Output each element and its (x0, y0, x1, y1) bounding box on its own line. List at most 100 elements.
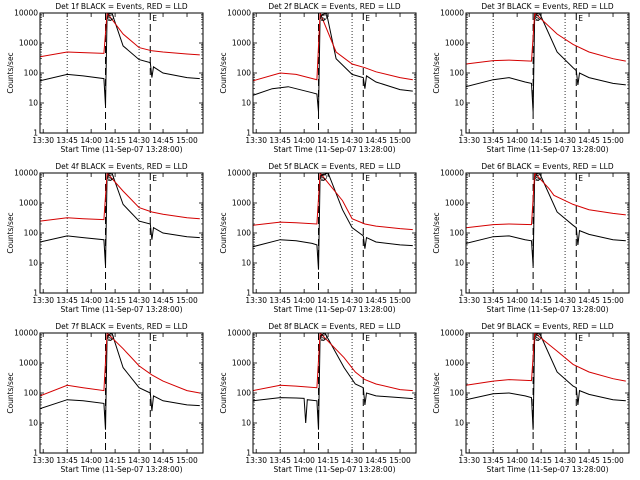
y-tick-label: 10 (241, 259, 251, 268)
start-marker-label: S (535, 174, 540, 183)
start-marker-label: S (535, 334, 540, 343)
x-tick-label: 14:45 (578, 456, 600, 465)
events-series-line (40, 173, 200, 266)
x-tick-label: 13:45 (269, 296, 291, 305)
x-tick-label: 14:15 (104, 456, 126, 465)
end-marker-label: E (365, 14, 370, 23)
y-tick-label: 10000 (227, 329, 251, 338)
y-tick-label: 10000 (14, 9, 38, 18)
x-tick-label: 13:45 (269, 456, 291, 465)
y-tick-label: 100 (24, 69, 39, 78)
x-tick-label: 13:30 (245, 456, 267, 465)
x-tick-label: 14:15 (317, 296, 339, 305)
x-tick-label: 14:00 (506, 296, 528, 305)
start-marker-circle (107, 173, 114, 181)
y-tick-label: 1000 (19, 39, 38, 48)
end-marker-label: E (365, 334, 370, 343)
y-tick-label: 100 (24, 229, 39, 238)
panel-title: Det 3f BLACK = Events, RED = LLD (481, 2, 614, 11)
x-tick-label: 14:00 (506, 136, 528, 145)
start-marker-label: S (321, 14, 326, 23)
x-tick-label: 15:00 (602, 456, 624, 465)
events-series-line (466, 173, 626, 266)
y-tick-label: 1 (33, 289, 38, 298)
x-tick-label: 14:15 (530, 296, 552, 305)
start-marker-circle (320, 173, 327, 181)
x-tick-label: 14:30 (128, 296, 150, 305)
y-tick-label: 1 (246, 129, 251, 138)
start-marker-circle (320, 333, 327, 341)
x-tick-label: 14:30 (341, 296, 363, 305)
x-tick-label: 14:15 (530, 456, 552, 465)
x-tick-label: 13:30 (458, 136, 480, 145)
y-tick-label: 1000 (19, 199, 38, 208)
y-tick-label: 10 (454, 99, 464, 108)
x-tick-label: 15:00 (389, 456, 411, 465)
x-tick-label: 14:15 (104, 136, 126, 145)
lld-series-line (253, 333, 413, 392)
x-tick-label: 14:30 (128, 456, 150, 465)
y-tick-label: 1 (33, 129, 38, 138)
y-tick-label: 1000 (445, 199, 464, 208)
y-tick-label: 100 (237, 389, 252, 398)
events-series-line (253, 13, 413, 113)
y-tick-label: 10 (241, 99, 251, 108)
start-marker-label: S (108, 334, 113, 343)
lld-series-line (466, 173, 626, 229)
plot-frame (39, 332, 204, 454)
events-series-line (466, 333, 626, 430)
x-axis-label: Start Time (11-Sep-07 13:28:00) (61, 465, 183, 474)
events-series-line (40, 13, 200, 106)
x-axis-label: Start Time (11-Sep-07 13:28:00) (274, 465, 396, 474)
y-tick-label: 1000 (19, 359, 38, 368)
end-marker-label: E (578, 174, 583, 183)
y-tick-label: 1000 (232, 39, 251, 48)
y-tick-label: 1 (246, 289, 251, 298)
y-tick-label: 100 (450, 389, 465, 398)
events-series-line (253, 173, 413, 270)
y-axis-label: Counts/sec (6, 372, 15, 413)
y-tick-label: 10 (454, 259, 464, 268)
x-tick-label: 15:00 (602, 296, 624, 305)
panel-det-2: Det 2f BLACK = Events, RED = LLD 1 10 100 10… (219, 2, 417, 154)
x-tick-label: 13:45 (56, 136, 78, 145)
start-marker-circle (107, 13, 114, 21)
panel-det-5: Det 5f BLACK = Events, RED = LLD 1 10 100 10… (219, 162, 417, 314)
events-series-line (253, 333, 413, 430)
y-tick-label: 10 (28, 99, 38, 108)
y-tick-label: 100 (24, 389, 39, 398)
x-tick-label: 14:45 (365, 296, 387, 305)
x-tick-label: 13:45 (482, 136, 504, 145)
lld-series-line (40, 13, 200, 58)
y-tick-label: 10000 (440, 9, 464, 18)
panel-det-9: Det 9f BLACK = Events, RED = LLD 1 10 100 10… (432, 322, 630, 474)
x-tick-label: 14:30 (554, 456, 576, 465)
x-tick-label: 13:45 (482, 456, 504, 465)
end-marker-label: E (365, 174, 370, 183)
x-tick-label: 14:30 (554, 296, 576, 305)
x-axis-label: Start Time (11-Sep-07 13:28:00) (487, 145, 609, 154)
panel-title: Det 1f BLACK = Events, RED = LLD (55, 2, 188, 11)
start-marker-label: S (108, 174, 113, 183)
start-marker-circle (534, 173, 542, 181)
x-tick-label: 13:45 (482, 296, 504, 305)
y-tick-label: 10000 (227, 169, 251, 178)
panel-det-8: Det 8f BLACK = Events, RED = LLD 1 10 100 10… (219, 322, 417, 474)
y-tick-label: 100 (450, 69, 465, 78)
y-tick-label: 1000 (232, 359, 251, 368)
x-tick-label: 14:00 (293, 296, 315, 305)
x-tick-label: 14:45 (365, 136, 387, 145)
y-axis-label: Counts/sec (219, 372, 228, 413)
x-axis-label: Start Time (11-Sep-07 13:28:00) (274, 305, 396, 314)
y-tick-label: 10 (28, 419, 38, 428)
x-tick-label: 14:00 (80, 456, 102, 465)
lld-series-line (40, 173, 200, 222)
x-tick-label: 13:30 (32, 456, 54, 465)
x-tick-label: 14:00 (293, 456, 315, 465)
x-tick-label: 15:00 (176, 136, 198, 145)
x-tick-label: 15:00 (389, 136, 411, 145)
x-tick-label: 14:00 (80, 136, 102, 145)
x-tick-label: 13:30 (32, 136, 54, 145)
x-tick-label: 14:00 (80, 296, 102, 305)
y-tick-label: 1000 (445, 39, 464, 48)
